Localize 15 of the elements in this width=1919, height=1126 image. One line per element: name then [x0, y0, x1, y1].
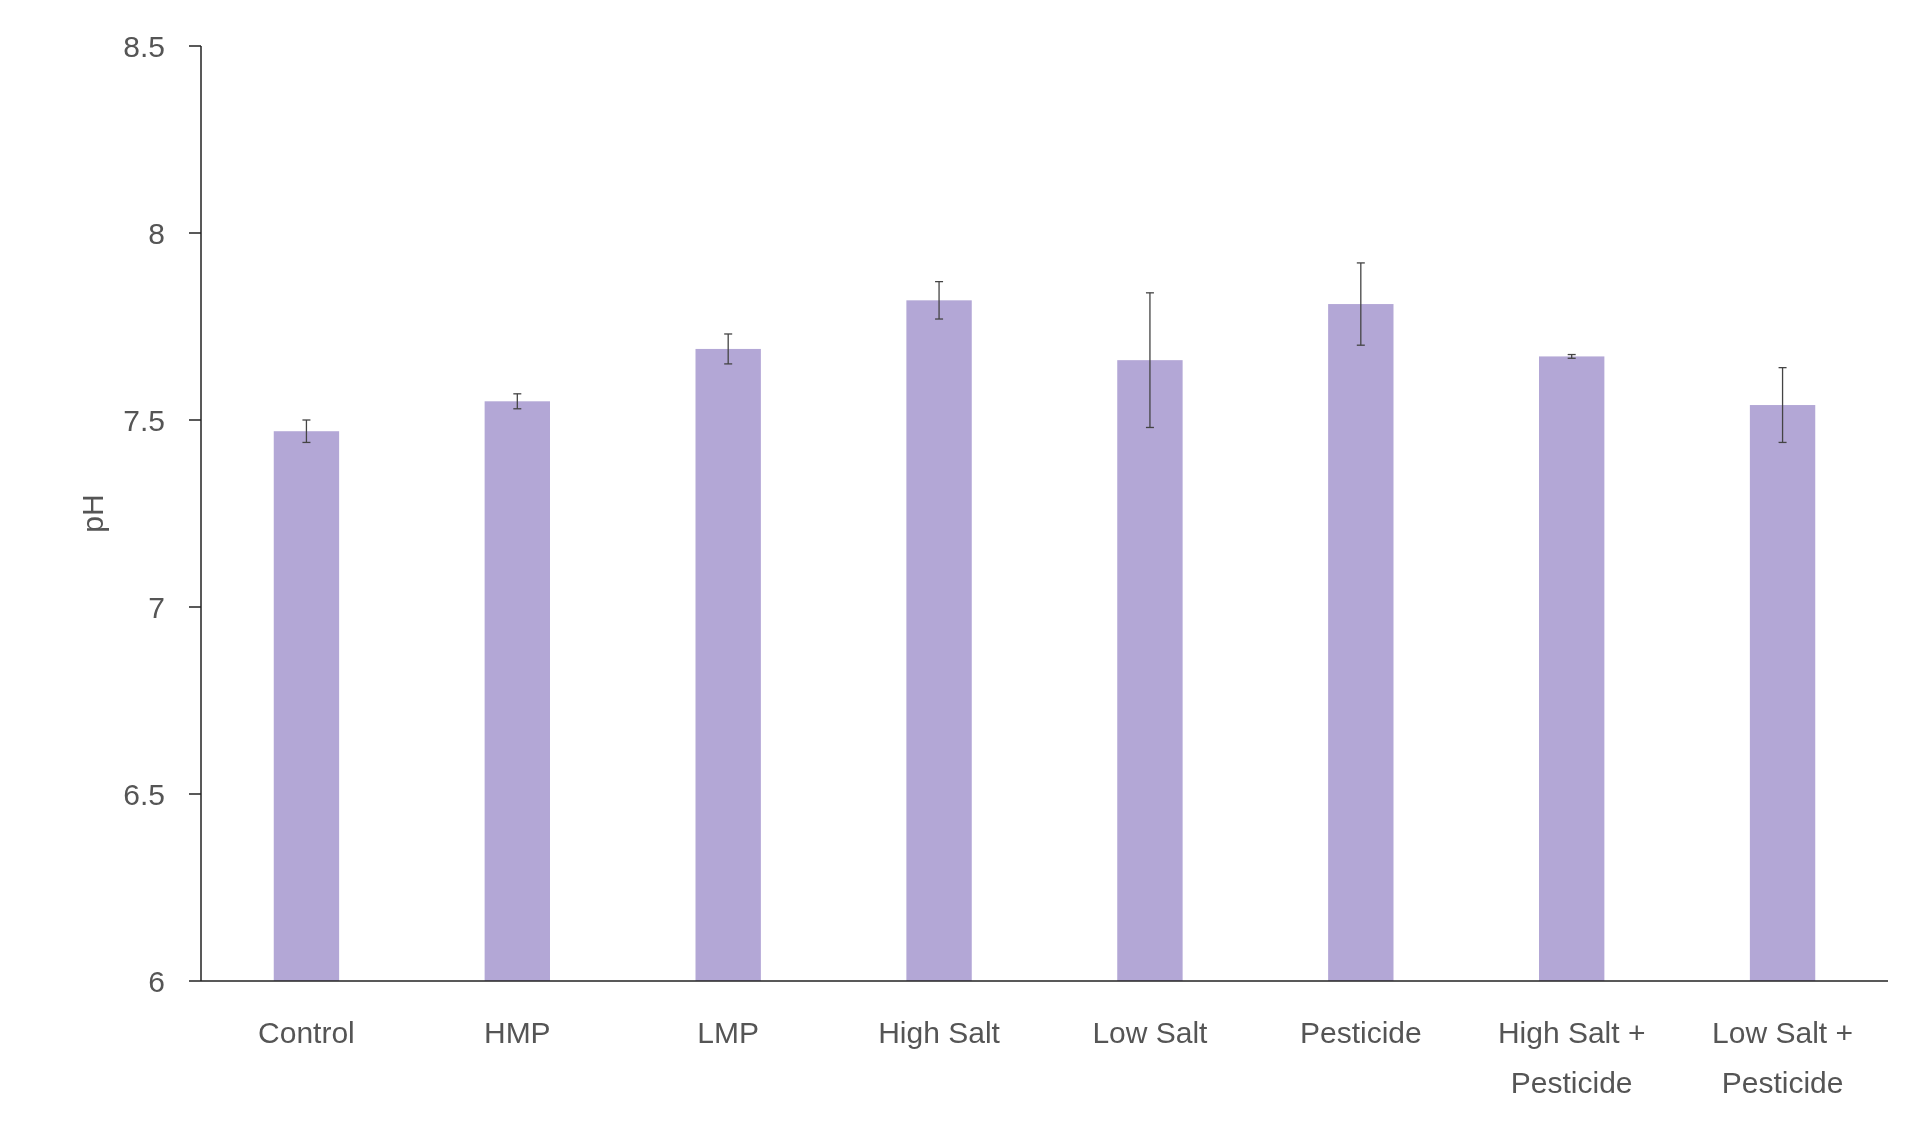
y-tick-label: 8.5 [123, 29, 165, 63]
y-tick-label: 6.5 [123, 777, 165, 811]
x-tick-label: High Salt [878, 1016, 1001, 1049]
x-tick-label: Control [258, 1016, 355, 1049]
y-tick-label: 8 [148, 216, 165, 250]
x-tick-label: HMP [483, 1016, 551, 1049]
x-tick-label: Low Salt [1092, 1016, 1209, 1049]
x-tick-label: LMP [697, 1016, 760, 1049]
y-tick-label: 7 [148, 590, 165, 624]
y-axis-title: pH [76, 494, 109, 533]
x-tick-label: Pesticide [1299, 1016, 1422, 1049]
x-tick-label: Low Salt + Pesticide [1712, 1016, 1854, 1099]
y-tick-label: 6 [148, 964, 165, 998]
x-tick-label: High Salt + Pesticide [1497, 1016, 1646, 1099]
y-tick-label: 7.5 [123, 403, 165, 437]
